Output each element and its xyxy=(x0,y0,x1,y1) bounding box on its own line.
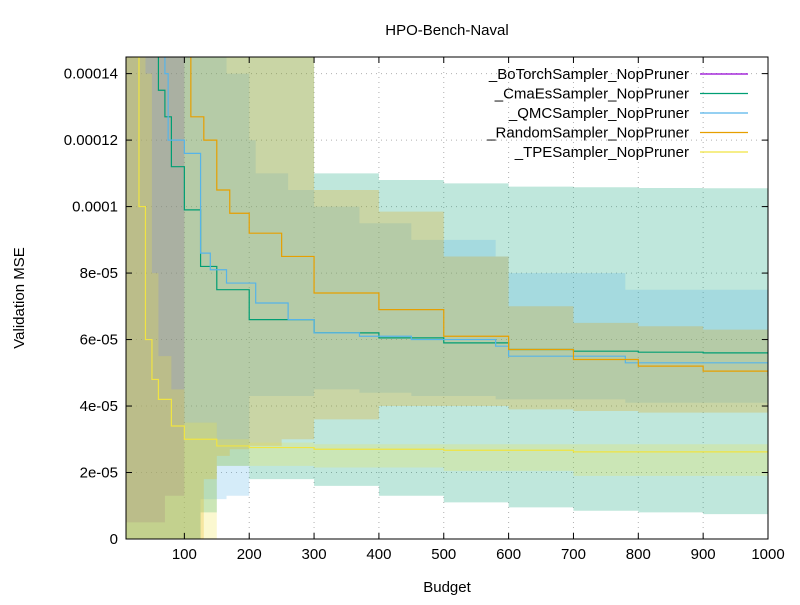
x-axis-label: Budget xyxy=(423,579,471,596)
bands xyxy=(126,57,768,539)
y-tick-label: 2e-05 xyxy=(80,465,118,482)
confidence-band xyxy=(126,57,185,523)
x-tick-label: 700 xyxy=(561,546,586,563)
series-line xyxy=(131,57,768,453)
x-tick-label: 100 xyxy=(172,546,197,563)
legend-label: _TPESampler_NopPruner xyxy=(514,144,689,161)
y-tick-label: 0 xyxy=(110,531,118,548)
confidence-band xyxy=(126,57,768,539)
y-tick-label: 8e-05 xyxy=(80,265,118,282)
legend-label: _QMCSampler_NopPruner xyxy=(508,105,689,122)
lines xyxy=(131,57,768,453)
y-tick-label: 0.00014 xyxy=(64,66,118,83)
y-tick-label: 0.0001 xyxy=(72,199,118,216)
confidence-band xyxy=(126,57,768,539)
x-tick-label: 900 xyxy=(691,546,716,563)
x-tick-label: 300 xyxy=(302,546,327,563)
series-line xyxy=(190,57,768,377)
axes: 100 200 300 400 500 600 700 800 900 1000 0 2e-05 4e-… xyxy=(64,56,785,563)
x-tick-label: 200 xyxy=(237,546,262,563)
confidence-band xyxy=(126,57,768,539)
x-tick-label: 800 xyxy=(626,546,651,563)
confidence-band xyxy=(126,57,768,539)
x-tick-label: 500 xyxy=(431,546,456,563)
plot-border xyxy=(125,56,769,540)
y-axis-label: Validation MSE xyxy=(11,247,28,348)
series-line xyxy=(164,57,768,377)
legend: _BoTorchSampler_NopPruner _CmaEsSampler_N… xyxy=(486,66,748,161)
legend-label: _RandomSampler_NopPruner xyxy=(486,125,689,142)
x-tick-label: 400 xyxy=(366,546,391,563)
legend-label: _BoTorchSampler_NopPruner xyxy=(488,66,689,83)
y-tick-label: 6e-05 xyxy=(80,332,118,349)
x-tick-label: 600 xyxy=(496,546,521,563)
chart-title: HPO-Bench-Naval xyxy=(385,22,508,39)
x-tick-label: 1000 xyxy=(751,546,784,563)
legend-label: _CmaEsSampler_NopPruner xyxy=(494,86,689,103)
y-tick-label: 4e-05 xyxy=(80,398,118,415)
y-tick-label: 0.00012 xyxy=(64,132,118,149)
